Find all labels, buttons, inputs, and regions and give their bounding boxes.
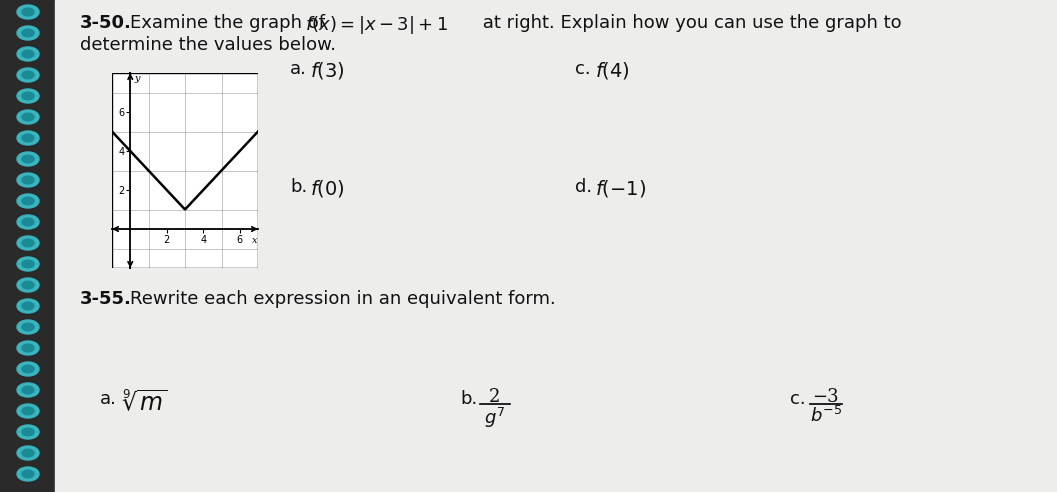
Ellipse shape (22, 29, 34, 37)
Ellipse shape (17, 446, 39, 460)
Ellipse shape (17, 89, 39, 103)
Text: $f(x) = |x - 3| + 1$: $f(x) = |x - 3| + 1$ (305, 14, 448, 36)
Text: $f(3)$: $f(3)$ (310, 60, 345, 81)
Text: 2: 2 (489, 388, 501, 406)
Ellipse shape (17, 320, 39, 334)
Text: at right. Explain how you can use the graph to: at right. Explain how you can use the gr… (477, 14, 902, 32)
Text: Examine the graph of: Examine the graph of (130, 14, 331, 32)
Ellipse shape (22, 407, 34, 415)
Ellipse shape (17, 404, 39, 418)
Text: 3-55.: 3-55. (80, 290, 132, 308)
Text: y: y (135, 74, 141, 83)
Ellipse shape (22, 365, 34, 373)
Ellipse shape (17, 278, 39, 292)
Text: $\sqrt[9]{m}$: $\sqrt[9]{m}$ (122, 390, 168, 416)
Ellipse shape (17, 341, 39, 355)
Text: c.: c. (790, 390, 805, 408)
Text: $b^{-5}$: $b^{-5}$ (810, 406, 842, 426)
Text: $f(0)$: $f(0)$ (310, 178, 345, 199)
Ellipse shape (22, 239, 34, 247)
Text: d.: d. (575, 178, 592, 196)
Ellipse shape (22, 155, 34, 163)
Ellipse shape (22, 92, 34, 100)
Ellipse shape (17, 215, 39, 229)
Ellipse shape (17, 362, 39, 376)
Ellipse shape (22, 449, 34, 457)
Ellipse shape (17, 26, 39, 40)
Ellipse shape (22, 470, 34, 478)
Ellipse shape (22, 197, 34, 205)
Text: a.: a. (290, 60, 307, 78)
Ellipse shape (17, 467, 39, 481)
Ellipse shape (22, 8, 34, 16)
Ellipse shape (17, 257, 39, 271)
Ellipse shape (22, 428, 34, 436)
Ellipse shape (22, 134, 34, 142)
Ellipse shape (17, 425, 39, 439)
Ellipse shape (17, 173, 39, 187)
Ellipse shape (22, 302, 34, 310)
Ellipse shape (22, 323, 34, 331)
Ellipse shape (22, 113, 34, 121)
Ellipse shape (17, 5, 39, 19)
Text: b.: b. (460, 390, 478, 408)
Ellipse shape (17, 152, 39, 166)
Ellipse shape (22, 218, 34, 226)
Text: $g^7$: $g^7$ (484, 406, 505, 430)
Ellipse shape (17, 236, 39, 250)
Text: $f(4)$: $f(4)$ (595, 60, 630, 81)
Bar (0, 0, 55, 492)
Text: 3-50.: 3-50. (80, 14, 132, 32)
Ellipse shape (17, 47, 39, 61)
Ellipse shape (17, 194, 39, 208)
Text: −3: −3 (812, 388, 838, 406)
Ellipse shape (22, 281, 34, 289)
Ellipse shape (22, 260, 34, 268)
Ellipse shape (22, 50, 34, 58)
Text: determine the values below.: determine the values below. (80, 36, 336, 54)
Ellipse shape (22, 386, 34, 394)
Ellipse shape (22, 344, 34, 352)
Text: $f(-1)$: $f(-1)$ (595, 178, 646, 199)
Text: b.: b. (290, 178, 308, 196)
Ellipse shape (22, 176, 34, 184)
Ellipse shape (17, 68, 39, 82)
Ellipse shape (17, 131, 39, 145)
Text: x: x (252, 236, 257, 245)
Text: a.: a. (100, 390, 117, 408)
Ellipse shape (17, 299, 39, 313)
Text: Rewrite each expression in an equivalent form.: Rewrite each expression in an equivalent… (130, 290, 556, 308)
Text: c.: c. (575, 60, 591, 78)
Ellipse shape (17, 110, 39, 124)
Ellipse shape (17, 383, 39, 397)
Ellipse shape (22, 71, 34, 79)
